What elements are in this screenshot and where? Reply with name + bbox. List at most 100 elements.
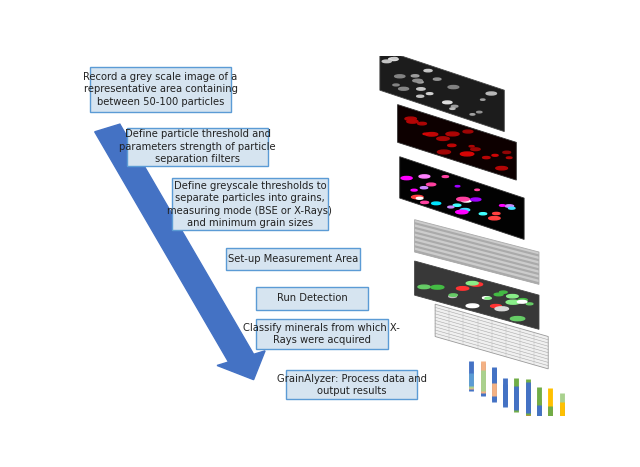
Ellipse shape xyxy=(426,92,433,94)
Ellipse shape xyxy=(418,122,426,125)
Ellipse shape xyxy=(407,120,418,123)
Ellipse shape xyxy=(483,156,490,159)
Ellipse shape xyxy=(477,111,482,113)
Ellipse shape xyxy=(456,287,468,290)
FancyBboxPatch shape xyxy=(127,128,269,166)
Ellipse shape xyxy=(426,133,438,136)
Ellipse shape xyxy=(449,295,456,297)
Ellipse shape xyxy=(405,117,417,120)
Polygon shape xyxy=(415,219,539,284)
Ellipse shape xyxy=(485,297,492,299)
Ellipse shape xyxy=(417,95,424,97)
Ellipse shape xyxy=(494,293,503,296)
Ellipse shape xyxy=(392,57,397,59)
Ellipse shape xyxy=(395,75,405,78)
FancyBboxPatch shape xyxy=(90,67,231,112)
Polygon shape xyxy=(415,236,539,270)
Ellipse shape xyxy=(399,87,408,90)
Text: Run Detection: Run Detection xyxy=(276,293,348,304)
Ellipse shape xyxy=(461,199,471,202)
Ellipse shape xyxy=(506,157,512,158)
Polygon shape xyxy=(397,105,516,180)
Ellipse shape xyxy=(437,150,451,154)
Ellipse shape xyxy=(499,291,507,293)
Ellipse shape xyxy=(412,195,423,199)
Polygon shape xyxy=(415,245,539,280)
Ellipse shape xyxy=(470,198,481,201)
Polygon shape xyxy=(415,241,539,275)
Ellipse shape xyxy=(411,189,417,191)
Text: Define particle threshold and
parameters strength of particle
separation filters: Define particle threshold and parameters… xyxy=(120,129,276,164)
Ellipse shape xyxy=(471,148,480,150)
Text: GrainAlyzer: Process data and
output results: GrainAlyzer: Process data and output res… xyxy=(276,374,427,396)
Ellipse shape xyxy=(481,99,485,100)
FancyBboxPatch shape xyxy=(286,370,417,399)
Ellipse shape xyxy=(420,187,428,189)
Polygon shape xyxy=(415,231,539,266)
FancyArrow shape xyxy=(95,124,265,380)
Ellipse shape xyxy=(517,300,527,303)
Polygon shape xyxy=(435,304,548,369)
Text: Record a grey scale image of a
representative area containing
between 50-100 par: Record a grey scale image of a represent… xyxy=(83,72,237,106)
Ellipse shape xyxy=(518,298,527,301)
Ellipse shape xyxy=(424,70,432,72)
Ellipse shape xyxy=(505,205,513,207)
Ellipse shape xyxy=(499,205,505,206)
Ellipse shape xyxy=(460,208,470,211)
Polygon shape xyxy=(380,49,504,132)
Ellipse shape xyxy=(491,304,501,308)
FancyBboxPatch shape xyxy=(256,287,367,310)
Ellipse shape xyxy=(466,304,479,308)
Ellipse shape xyxy=(423,133,428,134)
Ellipse shape xyxy=(419,175,430,178)
Ellipse shape xyxy=(450,108,455,109)
Ellipse shape xyxy=(493,212,500,214)
Ellipse shape xyxy=(393,84,399,86)
Text: Classify minerals from which X-
Rays were acquired: Classify minerals from which X- Rays wer… xyxy=(243,323,400,345)
Ellipse shape xyxy=(451,106,458,107)
Ellipse shape xyxy=(470,113,475,115)
Ellipse shape xyxy=(511,317,525,321)
Ellipse shape xyxy=(496,167,508,170)
Ellipse shape xyxy=(507,295,518,298)
Ellipse shape xyxy=(469,146,474,147)
Text: Set-up Measurement Area: Set-up Measurement Area xyxy=(228,254,358,264)
Ellipse shape xyxy=(526,303,533,305)
Ellipse shape xyxy=(466,282,478,285)
Ellipse shape xyxy=(463,130,473,133)
Polygon shape xyxy=(415,222,539,257)
Ellipse shape xyxy=(442,176,449,177)
Ellipse shape xyxy=(431,285,444,289)
Ellipse shape xyxy=(431,202,441,205)
Ellipse shape xyxy=(420,201,429,204)
Ellipse shape xyxy=(426,183,436,186)
Ellipse shape xyxy=(455,185,460,187)
Ellipse shape xyxy=(443,101,452,104)
Ellipse shape xyxy=(456,210,468,214)
Polygon shape xyxy=(415,250,539,284)
Ellipse shape xyxy=(486,92,497,95)
Ellipse shape xyxy=(412,75,419,77)
Ellipse shape xyxy=(495,307,508,311)
Ellipse shape xyxy=(433,78,441,80)
Ellipse shape xyxy=(401,177,412,180)
Ellipse shape xyxy=(460,152,474,156)
Ellipse shape xyxy=(413,79,422,82)
FancyBboxPatch shape xyxy=(256,318,388,349)
FancyBboxPatch shape xyxy=(227,248,360,270)
Ellipse shape xyxy=(470,283,483,286)
Ellipse shape xyxy=(382,60,391,63)
Ellipse shape xyxy=(479,212,486,215)
Text: Define greyscale thresholds to
separate particles into grains,
measuring mode (B: Define greyscale thresholds to separate … xyxy=(168,181,332,228)
Polygon shape xyxy=(400,157,524,240)
Ellipse shape xyxy=(506,300,520,304)
Ellipse shape xyxy=(475,189,479,191)
Polygon shape xyxy=(415,226,539,261)
Ellipse shape xyxy=(489,217,500,220)
Ellipse shape xyxy=(446,132,459,136)
Ellipse shape xyxy=(418,285,430,289)
Ellipse shape xyxy=(509,207,515,209)
Ellipse shape xyxy=(483,297,490,299)
Ellipse shape xyxy=(447,144,456,147)
Ellipse shape xyxy=(449,294,458,296)
